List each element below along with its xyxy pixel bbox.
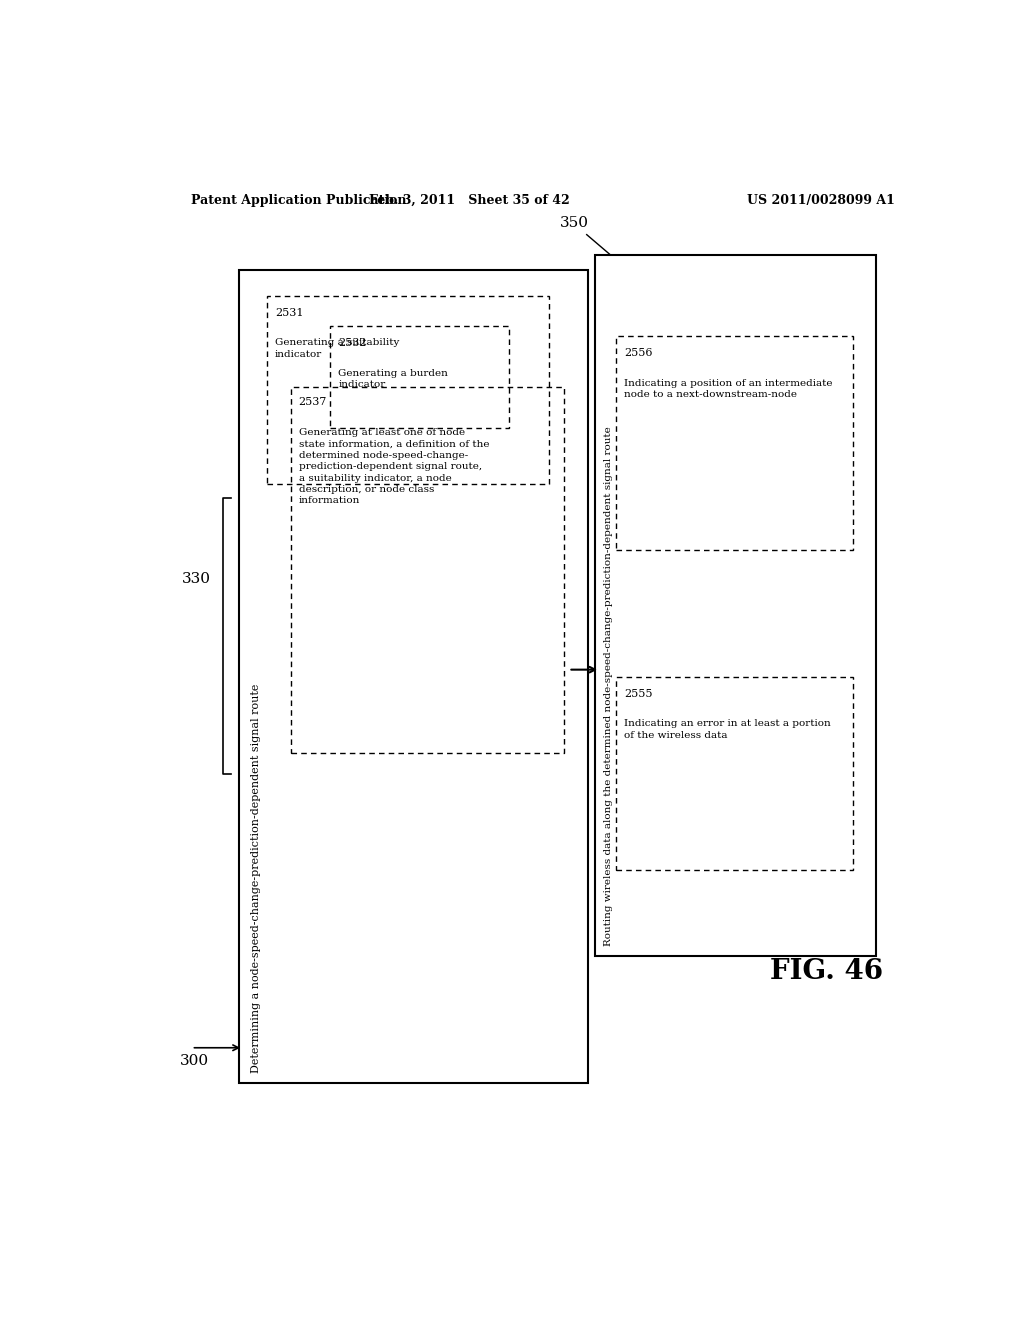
Text: 2555: 2555 <box>624 689 652 700</box>
Text: Generating a burden
indicator: Generating a burden indicator <box>338 368 449 389</box>
Text: US 2011/0028099 A1: US 2011/0028099 A1 <box>748 194 895 207</box>
Text: 2531: 2531 <box>274 308 303 318</box>
Text: 2556: 2556 <box>624 348 652 359</box>
Text: Generating a suitability
indicator: Generating a suitability indicator <box>274 338 399 359</box>
Text: Indicating an error in at least a portion
of the wireless data: Indicating an error in at least a portio… <box>624 719 830 741</box>
Text: Indicating a position of an intermediate
node to a next-downstream-node: Indicating a position of an intermediate… <box>624 379 833 400</box>
Text: Feb. 3, 2011   Sheet 35 of 42: Feb. 3, 2011 Sheet 35 of 42 <box>369 194 569 207</box>
Text: FIG. 46: FIG. 46 <box>770 958 883 985</box>
Text: 330: 330 <box>182 572 211 586</box>
Text: Determining a node-speed-change-prediction-dependent signal route: Determining a node-speed-change-predicti… <box>251 684 261 1073</box>
Text: Patent Application Publication: Patent Application Publication <box>191 194 407 207</box>
Text: Generating at least one of node
state information, a definition of the
determine: Generating at least one of node state in… <box>299 428 489 506</box>
Text: 350: 350 <box>560 215 589 230</box>
Text: 300: 300 <box>179 1055 209 1068</box>
Text: 2537: 2537 <box>299 397 327 408</box>
Text: Routing wireless data along the determined node-speed-change-prediction-dependen: Routing wireless data along the determin… <box>604 426 613 946</box>
Text: 2532: 2532 <box>338 338 367 348</box>
